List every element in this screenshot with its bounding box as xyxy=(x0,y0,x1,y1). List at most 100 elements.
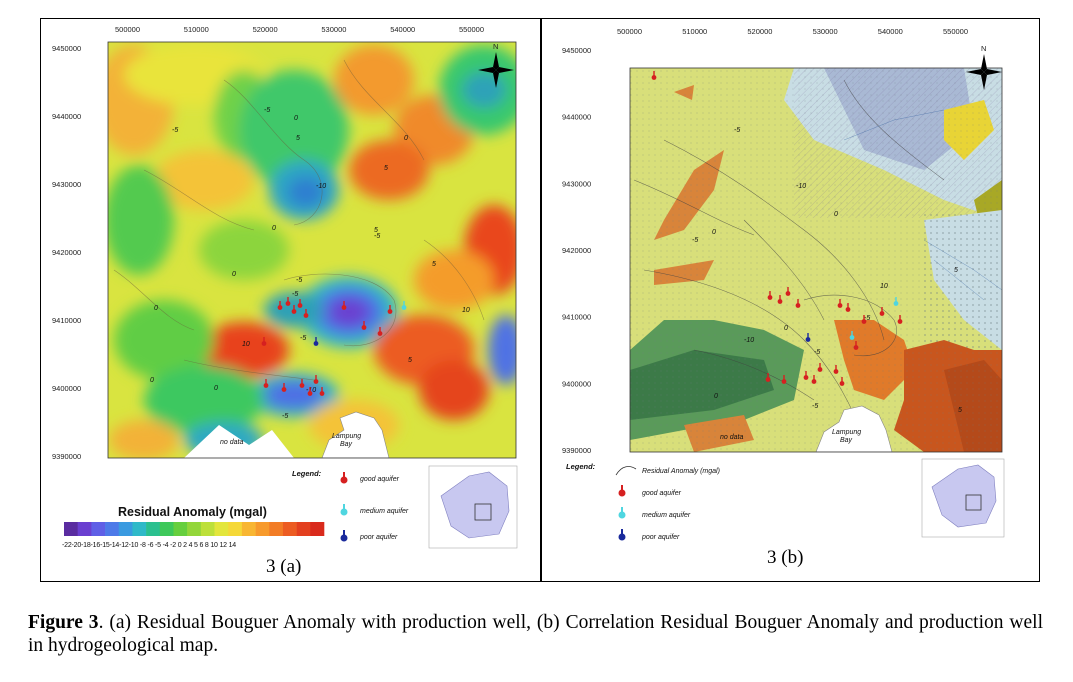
good-aquifer-well-marker xyxy=(777,295,783,304)
good-aquifer-well-marker xyxy=(837,299,843,308)
good-aquifer-well-marker xyxy=(839,377,845,386)
y-tick-label: 9440000 xyxy=(562,113,591,122)
contour-label: -5 xyxy=(300,335,306,342)
good-aquifer-well-marker xyxy=(277,301,283,310)
contour-label: -5 xyxy=(264,107,270,114)
poor-aquifer-well-marker xyxy=(313,337,319,346)
y-tick-label: 9450000 xyxy=(52,44,81,53)
good-aquifer-well-marker xyxy=(765,373,771,382)
good-aquifer-well-marker xyxy=(845,303,851,312)
ramp-swatch xyxy=(91,522,106,536)
no-data-area xyxy=(184,425,294,458)
inset-locator-map xyxy=(921,458,1005,538)
legend-contour-label: Residual Anomaly (mgal) xyxy=(642,468,720,475)
legend-poor-label: poor aquifer xyxy=(359,534,398,541)
contour-label: -5 xyxy=(864,315,870,322)
bay-label-line1: Lampung xyxy=(832,429,861,436)
y-tick-label: 9390000 xyxy=(562,446,591,455)
contour-label: 0 xyxy=(214,385,218,392)
good-aquifer-well-marker xyxy=(781,375,787,384)
contour-label: -10 xyxy=(316,183,326,190)
contour-label: 0 xyxy=(294,115,298,122)
contour-label: -5 xyxy=(812,403,818,410)
x-tick-label: 510000 xyxy=(184,25,209,34)
good-aquifer-well-marker xyxy=(303,309,309,318)
good-aquifer-icon xyxy=(340,472,348,484)
contour-label: 0 xyxy=(404,135,408,142)
y-tick-label: 9400000 xyxy=(52,384,81,393)
north-label: N xyxy=(981,44,986,53)
medium-aquifer-icon xyxy=(340,504,348,516)
good-aquifer-well-marker xyxy=(261,337,267,346)
medium-aquifer-well-marker xyxy=(401,301,407,310)
contour-label: -5 xyxy=(374,233,380,240)
medium-aquifer-well-marker xyxy=(849,331,855,340)
x-tick-label: 520000 xyxy=(253,25,278,34)
ramp-swatch xyxy=(282,522,297,536)
x-tick-label: 510000 xyxy=(682,27,707,36)
legend-poor-label: poor aquifer xyxy=(641,534,680,541)
contour-label: 5 xyxy=(296,135,300,142)
contour-label: -5 xyxy=(296,277,302,284)
ramp-swatch xyxy=(310,522,325,536)
figure-caption: Figure 3. (a) Residual Bouguer Anomaly w… xyxy=(28,611,1043,657)
good-aquifer-well-marker xyxy=(767,291,773,300)
lampung-bay xyxy=(321,411,390,458)
contour-label: -10 xyxy=(744,337,754,344)
good-aquifer-icon xyxy=(618,485,626,497)
contour-label: 0 xyxy=(150,377,154,384)
panel-b-legend: Legend: Residual Anomaly (mgal) good aqu… xyxy=(566,458,1005,541)
contour-label: 0 xyxy=(154,305,158,312)
panel-divider xyxy=(540,18,542,582)
poor-aquifer-icon xyxy=(618,529,626,541)
contour-label: 0 xyxy=(834,211,838,218)
y-tick-label: 9450000 xyxy=(562,46,591,55)
ramp-swatch xyxy=(64,522,78,536)
x-tick-label: 520000 xyxy=(747,27,772,36)
good-aquifer-well-marker xyxy=(387,305,393,314)
ramp-swatch xyxy=(255,522,270,536)
good-aquifer-well-marker xyxy=(299,379,305,388)
contour-label: 10 xyxy=(880,283,888,290)
contour-label: 10 xyxy=(242,341,250,348)
panel-a-legend: Legend: good aquifer medium aquifer poor… xyxy=(64,465,518,549)
ramp-swatch xyxy=(241,522,256,536)
good-aquifer-well-marker xyxy=(651,71,657,80)
north-arrow-icon: N xyxy=(966,44,1002,90)
good-aquifer-well-marker xyxy=(263,379,269,388)
contour-label: -5 xyxy=(282,413,288,420)
contour-label: -5 xyxy=(292,291,298,298)
contour-label: 10 xyxy=(462,307,470,314)
ramp-swatch xyxy=(77,522,92,536)
contour-label: -5 xyxy=(692,237,698,244)
lampung-bay xyxy=(815,405,893,452)
x-tick-label: 550000 xyxy=(459,25,484,34)
contour-label: 5 xyxy=(384,165,388,172)
y-tick-label: 9410000 xyxy=(562,313,591,322)
ramp-swatch xyxy=(105,522,120,536)
good-aquifer-well-marker xyxy=(361,321,367,330)
legend-medium-label: medium aquifer xyxy=(360,508,409,515)
panel-a-map: 500000 510000 520000 530000 540000 550000 945… xyxy=(52,25,517,461)
ramp-title: Residual Anomaly (mgal) xyxy=(118,505,267,519)
good-aquifer-well-marker xyxy=(281,383,287,392)
good-aquifer-well-marker xyxy=(319,387,325,396)
contour-label: -5 xyxy=(814,349,820,356)
legend-medium-label: medium aquifer xyxy=(642,512,691,519)
ramp-swatch xyxy=(132,522,147,536)
ramp-swatch xyxy=(118,522,133,536)
good-aquifer-well-marker xyxy=(803,371,809,380)
legend-good-label: good aquifer xyxy=(642,490,682,497)
x-tick-label: 500000 xyxy=(115,25,140,34)
good-aquifer-well-marker xyxy=(785,287,791,296)
poor-aquifer-icon xyxy=(340,530,348,542)
y-tick-label: 9430000 xyxy=(562,179,591,188)
good-aquifer-well-marker xyxy=(297,299,303,308)
north-arrow-icon: N xyxy=(478,42,514,88)
x-tick-label: 540000 xyxy=(878,27,903,36)
y-tick-label: 9430000 xyxy=(52,180,81,189)
contour-label: 5 xyxy=(408,357,412,364)
good-aquifer-well-marker xyxy=(879,307,885,316)
ramp-swatch xyxy=(214,522,229,536)
ramp-swatch xyxy=(146,522,161,536)
